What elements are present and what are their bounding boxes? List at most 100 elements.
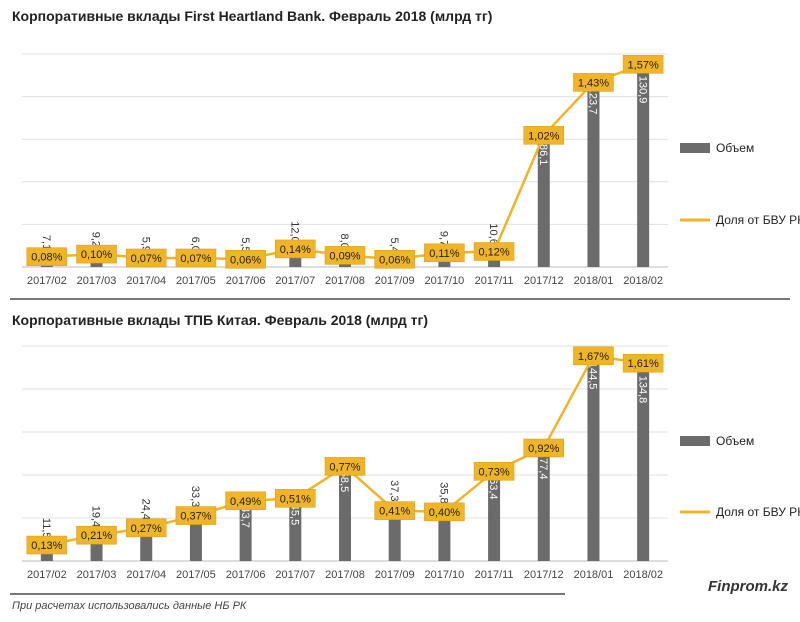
- footer-divider: [10, 593, 565, 595]
- bar: [587, 353, 600, 561]
- bar-value-label: 9,2: [90, 232, 102, 247]
- line-point-marker: [473, 242, 515, 261]
- legend-bar-swatch: [680, 436, 710, 446]
- bar-value-label: 37,3: [388, 480, 400, 501]
- bar-value-label: 8,0: [338, 234, 350, 249]
- bar-value-label: 33,3: [189, 486, 201, 507]
- bar: [637, 67, 650, 267]
- bar-value-label: 12,0: [288, 221, 300, 242]
- bar-value-label: 6,0: [189, 237, 201, 252]
- x-tick-label: 2017/05: [176, 569, 216, 581]
- x-tick-label: 2017/06: [226, 275, 266, 287]
- x-tick-label: 2017/02: [27, 275, 67, 287]
- line-value-label: 0,12%: [478, 247, 509, 259]
- line-value-label: 0,13%: [31, 540, 62, 552]
- x-tick-label: 2017/08: [325, 275, 365, 287]
- bar-value-label: 144,5: [587, 362, 599, 390]
- line-point-marker: [374, 501, 415, 520]
- bar: [339, 462, 351, 561]
- line-point-marker: [573, 346, 614, 366]
- line-point-marker: [622, 353, 664, 373]
- bar: [637, 367, 650, 561]
- line-point-marker: [424, 502, 465, 522]
- line-value-label: 0,73%: [478, 466, 509, 478]
- chart-title-1: Корпоративные вклады First Heartland Ban…: [12, 8, 493, 24]
- x-tick-label: 2017/12: [524, 569, 564, 581]
- line-value-label: 1,43%: [578, 77, 609, 89]
- bar: [239, 498, 252, 561]
- legend-bar-swatch: [680, 143, 710, 153]
- line-value-label: 0,37%: [180, 511, 211, 523]
- line-point-marker: [125, 518, 167, 538]
- line-point-marker: [225, 491, 266, 511]
- bar-value-label: 5,4: [388, 237, 400, 252]
- line-value-label: 0,21%: [81, 530, 112, 542]
- x-tick-label: 2017/03: [77, 569, 117, 581]
- line-value-label: 0,40%: [429, 507, 460, 519]
- line-point-marker: [175, 506, 217, 525]
- bar: [388, 507, 401, 561]
- line-point-marker: [324, 246, 366, 265]
- line-point-marker: [76, 525, 117, 545]
- x-tick-label: 2017/09: [375, 275, 415, 287]
- x-tick-label: 2018/01: [574, 275, 614, 287]
- bar-value-label: 68,5: [338, 471, 350, 492]
- line-value-label: 0,06%: [230, 254, 261, 266]
- x-tick-label: 2017/07: [275, 275, 315, 287]
- bar: [537, 450, 550, 561]
- bar-value-label: 19,4: [90, 506, 102, 527]
- bar: [537, 136, 550, 267]
- line-value-label: 0,27%: [131, 523, 162, 535]
- bar-value-label: 35,8: [438, 482, 450, 503]
- line-point-marker: [573, 73, 614, 92]
- line-point-marker: [324, 457, 366, 476]
- legend-line-label: Доля от БВУ РК: [716, 505, 800, 519]
- bar-value-label: 77,4: [537, 458, 549, 479]
- line-point-marker: [125, 248, 167, 268]
- line-point-marker: [424, 243, 465, 263]
- line-value-label: 1,02%: [528, 130, 559, 142]
- bar-value-label: 130,9: [636, 76, 648, 104]
- line-value-label: 0,92%: [528, 443, 559, 455]
- x-tick-label: 2017/07: [275, 569, 315, 581]
- line-point-marker: [523, 126, 565, 145]
- line-value-label: 0,14%: [280, 244, 311, 256]
- bar-value-label: 5,9: [139, 237, 151, 252]
- bar-value-label: 24,4: [139, 499, 151, 520]
- x-tick-label: 2018/02: [623, 569, 663, 581]
- bar: [587, 78, 600, 267]
- line-value-label: 0,07%: [180, 253, 211, 265]
- x-tick-label: 2017/03: [77, 275, 117, 287]
- bar-value-label: 5,5: [239, 237, 251, 252]
- chart-title-2: Корпоративные вклады ТПБ Китая. Февраль …: [12, 312, 429, 328]
- line-value-label: 1,61%: [628, 358, 659, 370]
- line-value-label: 0,10%: [81, 249, 112, 261]
- bar-value-label: 9,7: [438, 231, 450, 246]
- x-tick-label: 2017/12: [524, 275, 564, 287]
- line-point-marker: [523, 438, 565, 458]
- bar-value-label: 10,6: [487, 223, 499, 244]
- line-point-marker: [26, 247, 68, 266]
- bar-value-label: 63,4: [487, 478, 499, 499]
- x-tick-label: 2017/10: [425, 569, 465, 581]
- bar: [289, 495, 302, 561]
- x-tick-label: 2018/02: [623, 275, 663, 287]
- line-value-label: 0,11%: [429, 248, 460, 260]
- line-value-label: 0,08%: [31, 252, 62, 264]
- bar-value-label: 123,7: [587, 87, 599, 115]
- line-value-label: 1,67%: [578, 351, 609, 363]
- line-point-marker: [76, 244, 117, 264]
- bar-value-label: 134,8: [636, 376, 648, 404]
- x-tick-label: 2017/11: [475, 275, 514, 287]
- line-point-marker: [275, 239, 316, 259]
- bar: [488, 470, 501, 561]
- x-tick-label: 2017/06: [226, 569, 266, 581]
- legend-bar-label: Объем: [716, 434, 754, 448]
- line-value-label: 0,07%: [131, 253, 162, 265]
- x-tick-label: 2017/05: [176, 275, 216, 287]
- x-tick-label: 2017/08: [325, 569, 365, 581]
- line-point-marker: [622, 55, 664, 74]
- line-value-label: 0,41%: [379, 506, 410, 518]
- bar-value-label: 11,5: [40, 518, 52, 539]
